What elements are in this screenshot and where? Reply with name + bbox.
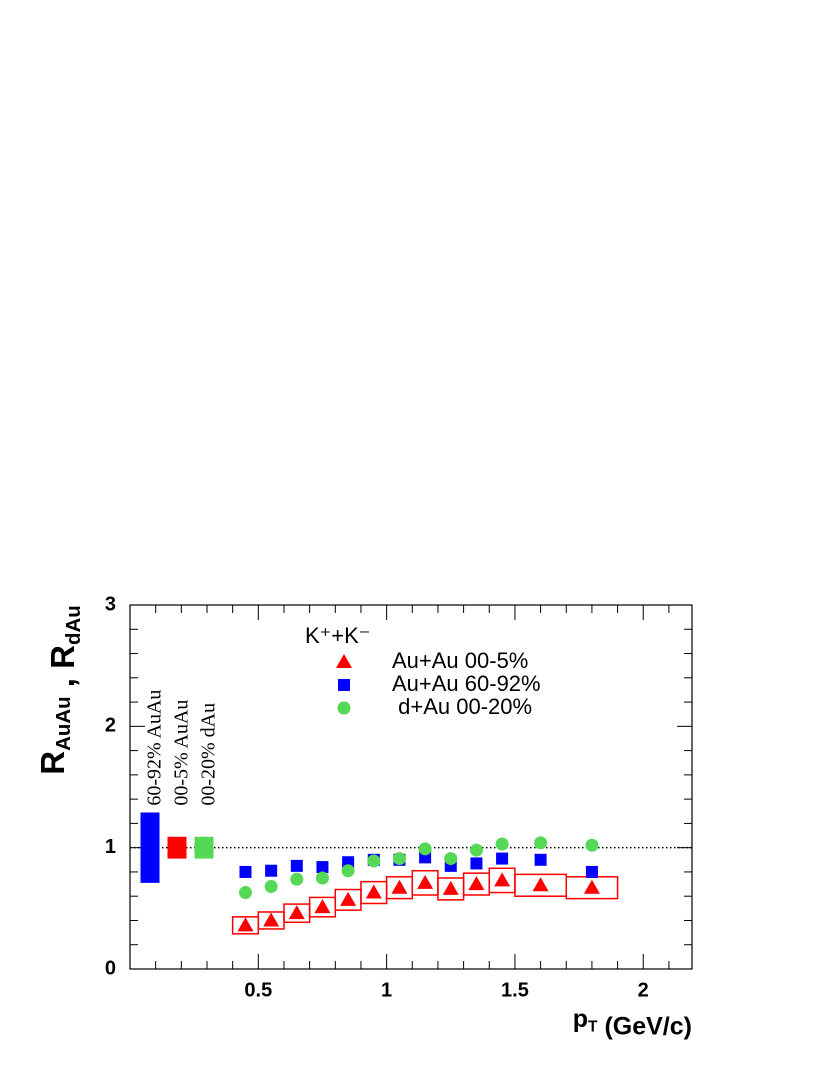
circle-marker [238, 886, 252, 900]
legend-title: K⁺+K⁻ [305, 623, 370, 648]
triangle-marker [288, 905, 305, 920]
normalization-label: 60-92% AuAu [144, 690, 166, 806]
plot-frame [129, 604, 693, 970]
x-tick-label: 0.5 [244, 979, 272, 1001]
square-marker [316, 861, 329, 874]
circle-marker [315, 871, 329, 885]
axis-label: pT (GeV/c) [573, 1005, 692, 1041]
triangle-marker [468, 876, 485, 891]
circle-marker [495, 837, 509, 851]
square-marker [338, 679, 350, 691]
y-tick-label: 2 [105, 715, 116, 737]
square-marker [534, 853, 547, 866]
triangle-marker [336, 654, 352, 668]
legend-label: Au+Au 60-92% [392, 671, 541, 696]
square-marker [239, 865, 252, 878]
square-marker [290, 859, 303, 872]
triangle-marker [494, 872, 511, 887]
label-text: (GeV/c) [598, 1012, 692, 1040]
y-tick-label: 3 [105, 593, 116, 615]
circle-marker [392, 852, 406, 866]
circle-marker [444, 852, 458, 866]
circle-marker [418, 842, 432, 856]
square-marker [496, 852, 509, 865]
label-subscript: AuAu [52, 696, 75, 751]
y-tick-label: 1 [105, 836, 116, 858]
label-text: , R [44, 645, 81, 697]
circle-marker [341, 864, 355, 878]
circle-marker [337, 701, 351, 715]
square-marker [470, 857, 483, 870]
label-subscript: T [588, 1019, 598, 1036]
triangle-marker [391, 879, 408, 894]
normalization-label: 00-5% AuAu [171, 700, 193, 806]
y-tick-label: 0 [105, 957, 116, 979]
x-tick-label: 2 [638, 979, 649, 1001]
triangle-marker [532, 877, 549, 892]
triangle-marker [583, 879, 600, 894]
normalization-box [194, 836, 214, 859]
triangle-marker [340, 891, 357, 906]
normalization-label: 00-20% dAu [198, 703, 220, 806]
square-marker [585, 865, 598, 878]
label-text: R [34, 751, 71, 775]
square-marker [265, 864, 278, 877]
triangle-marker [314, 899, 331, 914]
circle-marker [367, 854, 381, 868]
triangle-marker [365, 884, 382, 899]
normalization-box [140, 812, 160, 883]
triangle-marker [442, 880, 459, 895]
circle-marker [534, 836, 548, 850]
normalization-box [167, 836, 187, 859]
circle-marker [264, 879, 278, 893]
legend-label: Au+Au 00-5% [392, 648, 528, 673]
x-tick-label: 1.5 [501, 979, 529, 1001]
circle-marker [469, 843, 483, 857]
legend-label: d+Au 00-20% [392, 694, 532, 719]
axis-label: RAuAu , RdAu [34, 605, 85, 774]
triangle-marker [417, 874, 434, 889]
triangle-marker [237, 917, 254, 932]
label-subscript: dAu [62, 605, 85, 645]
label-text: p [573, 1005, 588, 1033]
triangle-marker [263, 912, 280, 927]
x-tick-label: 1 [381, 979, 392, 1001]
circle-marker [290, 872, 304, 886]
circle-marker [585, 838, 599, 852]
